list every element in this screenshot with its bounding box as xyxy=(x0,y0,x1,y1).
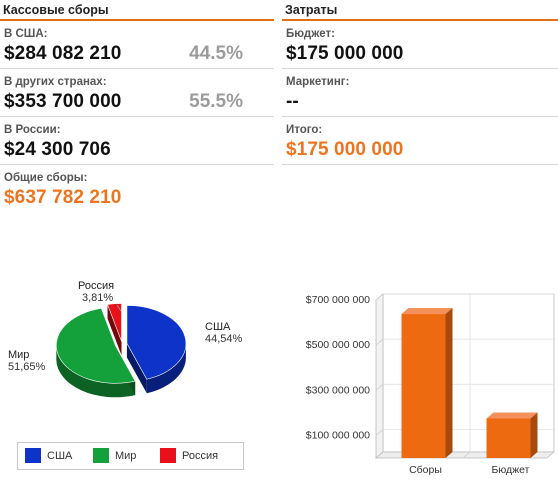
pie-label-russia: Россия xyxy=(78,280,114,292)
world-percent: 55.5% xyxy=(189,91,243,112)
revenue-budget-bar-chart: $100 000 000 $300 000 000 $500 000 000 $700… xyxy=(306,293,555,476)
pie-slice-side-usa xyxy=(146,343,186,394)
bar-y-tick-label: $500 000 000 xyxy=(306,339,370,351)
budget-label: Бюджет: xyxy=(286,28,335,40)
bar-category-label-budget: Бюджет xyxy=(492,464,530,476)
world-label: В других странах: xyxy=(4,76,107,88)
pie-value-label-russia: 3,81% xyxy=(82,292,113,304)
costs-total-value: $175 000 000 xyxy=(286,139,404,160)
bar-grid-diag xyxy=(375,429,384,436)
bar-category-label-revenue: Сборы xyxy=(409,464,442,476)
usa-row: В США: $284 082 210 44.5% xyxy=(0,21,274,69)
russia-value: $24 300 706 xyxy=(4,139,111,160)
pie-slice-usa[interactable] xyxy=(126,305,187,380)
pie-slice-face-usa-1 xyxy=(126,343,147,394)
legend-swatch-usa xyxy=(25,448,41,463)
legend-swatch-russia xyxy=(160,448,176,463)
bar-top-budget xyxy=(486,412,538,419)
pie-label-usa: США xyxy=(205,321,231,333)
pie-legend: США Мир Россия xyxy=(17,442,244,470)
budget-row: Бюджет: $175 000 000 xyxy=(282,21,558,69)
costs-total-label: Итого: xyxy=(286,124,323,136)
pie-connector-russia xyxy=(116,304,122,312)
total-value: $637 782 210 xyxy=(4,187,122,208)
usa-value: $284 082 210 xyxy=(4,43,122,64)
world-row: В других странах: $353 700 000 55.5% xyxy=(0,69,274,117)
total-row: Общие сборы: $637 782 210 xyxy=(0,165,274,212)
pie-slice-russia[interactable] xyxy=(107,303,122,342)
legend-label-usa: США xyxy=(47,450,73,462)
russia-row: В России: $24 300 706 xyxy=(0,117,274,165)
bar-budget[interactable] xyxy=(486,418,531,459)
costs-title: Затраты xyxy=(282,0,558,21)
marketing-row: Маркетинг: -- xyxy=(282,69,558,117)
bar-side-revenue xyxy=(445,308,453,458)
bar-y-tick-label: $300 000 000 xyxy=(306,384,370,396)
box-office-panel: Кассовые сборы В США: $284 082 210 44.5%… xyxy=(0,0,274,212)
bar-revenue[interactable] xyxy=(401,314,446,458)
pie-value-label-usa: 44,54% xyxy=(205,333,243,345)
usa-percent: 44.5% xyxy=(189,43,243,64)
russia-label: В России: xyxy=(4,124,61,136)
marketing-label: Маркетинг: xyxy=(286,76,350,88)
pie-value-label-world: 51,65% xyxy=(8,361,46,373)
pie-label-world: Мир xyxy=(8,349,29,361)
pie-slice-face-russia-0 xyxy=(107,304,122,356)
bar-grid-diag xyxy=(375,293,384,301)
costs-panel: Затраты Бюджет: $175 000 000 Маркетинг: … xyxy=(282,0,558,165)
bar-y-tick-label: $100 000 000 xyxy=(306,429,370,441)
costs-total-row: Итого: $175 000 000 xyxy=(282,117,558,165)
legend-label-russia: Россия xyxy=(182,450,219,462)
box-office-title: Кассовые сборы xyxy=(0,0,274,21)
marketing-value: -- xyxy=(286,91,299,112)
bar-chart-side-wall xyxy=(375,293,384,459)
pie-slice-side-world xyxy=(56,345,136,398)
usa-label: В США: xyxy=(4,28,48,40)
legend-swatch-world xyxy=(93,448,109,463)
bar-y-tick-label: $700 000 000 xyxy=(306,294,370,306)
total-label: Общие сборы: xyxy=(4,172,88,184)
bar-divider xyxy=(462,451,471,459)
bar-side-budget xyxy=(530,412,538,458)
bar-top-revenue xyxy=(401,308,453,315)
bar-grid-diag xyxy=(375,384,384,391)
legend-label-world: Мир xyxy=(115,450,137,462)
pie-slice-world[interactable] xyxy=(56,308,136,384)
bar-grid-diag xyxy=(375,338,384,346)
budget-value: $175 000 000 xyxy=(286,43,404,64)
world-value: $353 700 000 xyxy=(4,91,122,112)
